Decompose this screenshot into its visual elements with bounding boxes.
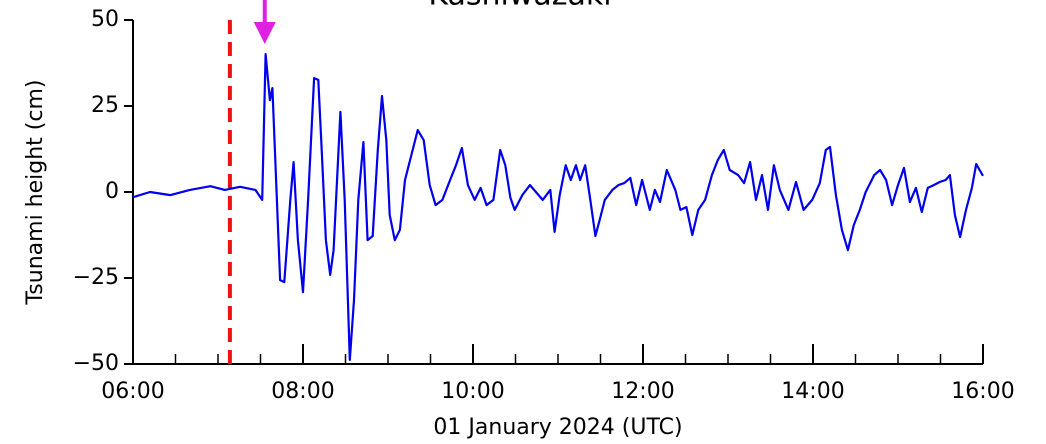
x-tick-label: 14:00 <box>781 379 844 404</box>
x-tick-label: 06:00 <box>101 379 164 404</box>
y-tick-label: −25 <box>73 265 119 290</box>
y-tick-label: 50 <box>91 7 119 32</box>
y-tick-label: 0 <box>105 179 119 204</box>
x-tick-label: 10:00 <box>441 379 504 404</box>
chart-title: Kashiwazaki <box>428 0 611 13</box>
x-tick-label: 12:00 <box>611 379 674 404</box>
y-tick-label: 25 <box>91 93 119 118</box>
x-tick-label: 16:00 <box>951 379 1014 404</box>
y-tick-label: −50 <box>73 351 119 376</box>
x-axis-label: 01 January 2024 (UTC) <box>433 415 682 440</box>
arrival-arrow-head <box>253 22 276 44</box>
data-line <box>132 53 984 361</box>
y-axis-label: Tsunami height (cm) <box>23 80 48 306</box>
x-tick-label: 08:00 <box>271 379 334 404</box>
